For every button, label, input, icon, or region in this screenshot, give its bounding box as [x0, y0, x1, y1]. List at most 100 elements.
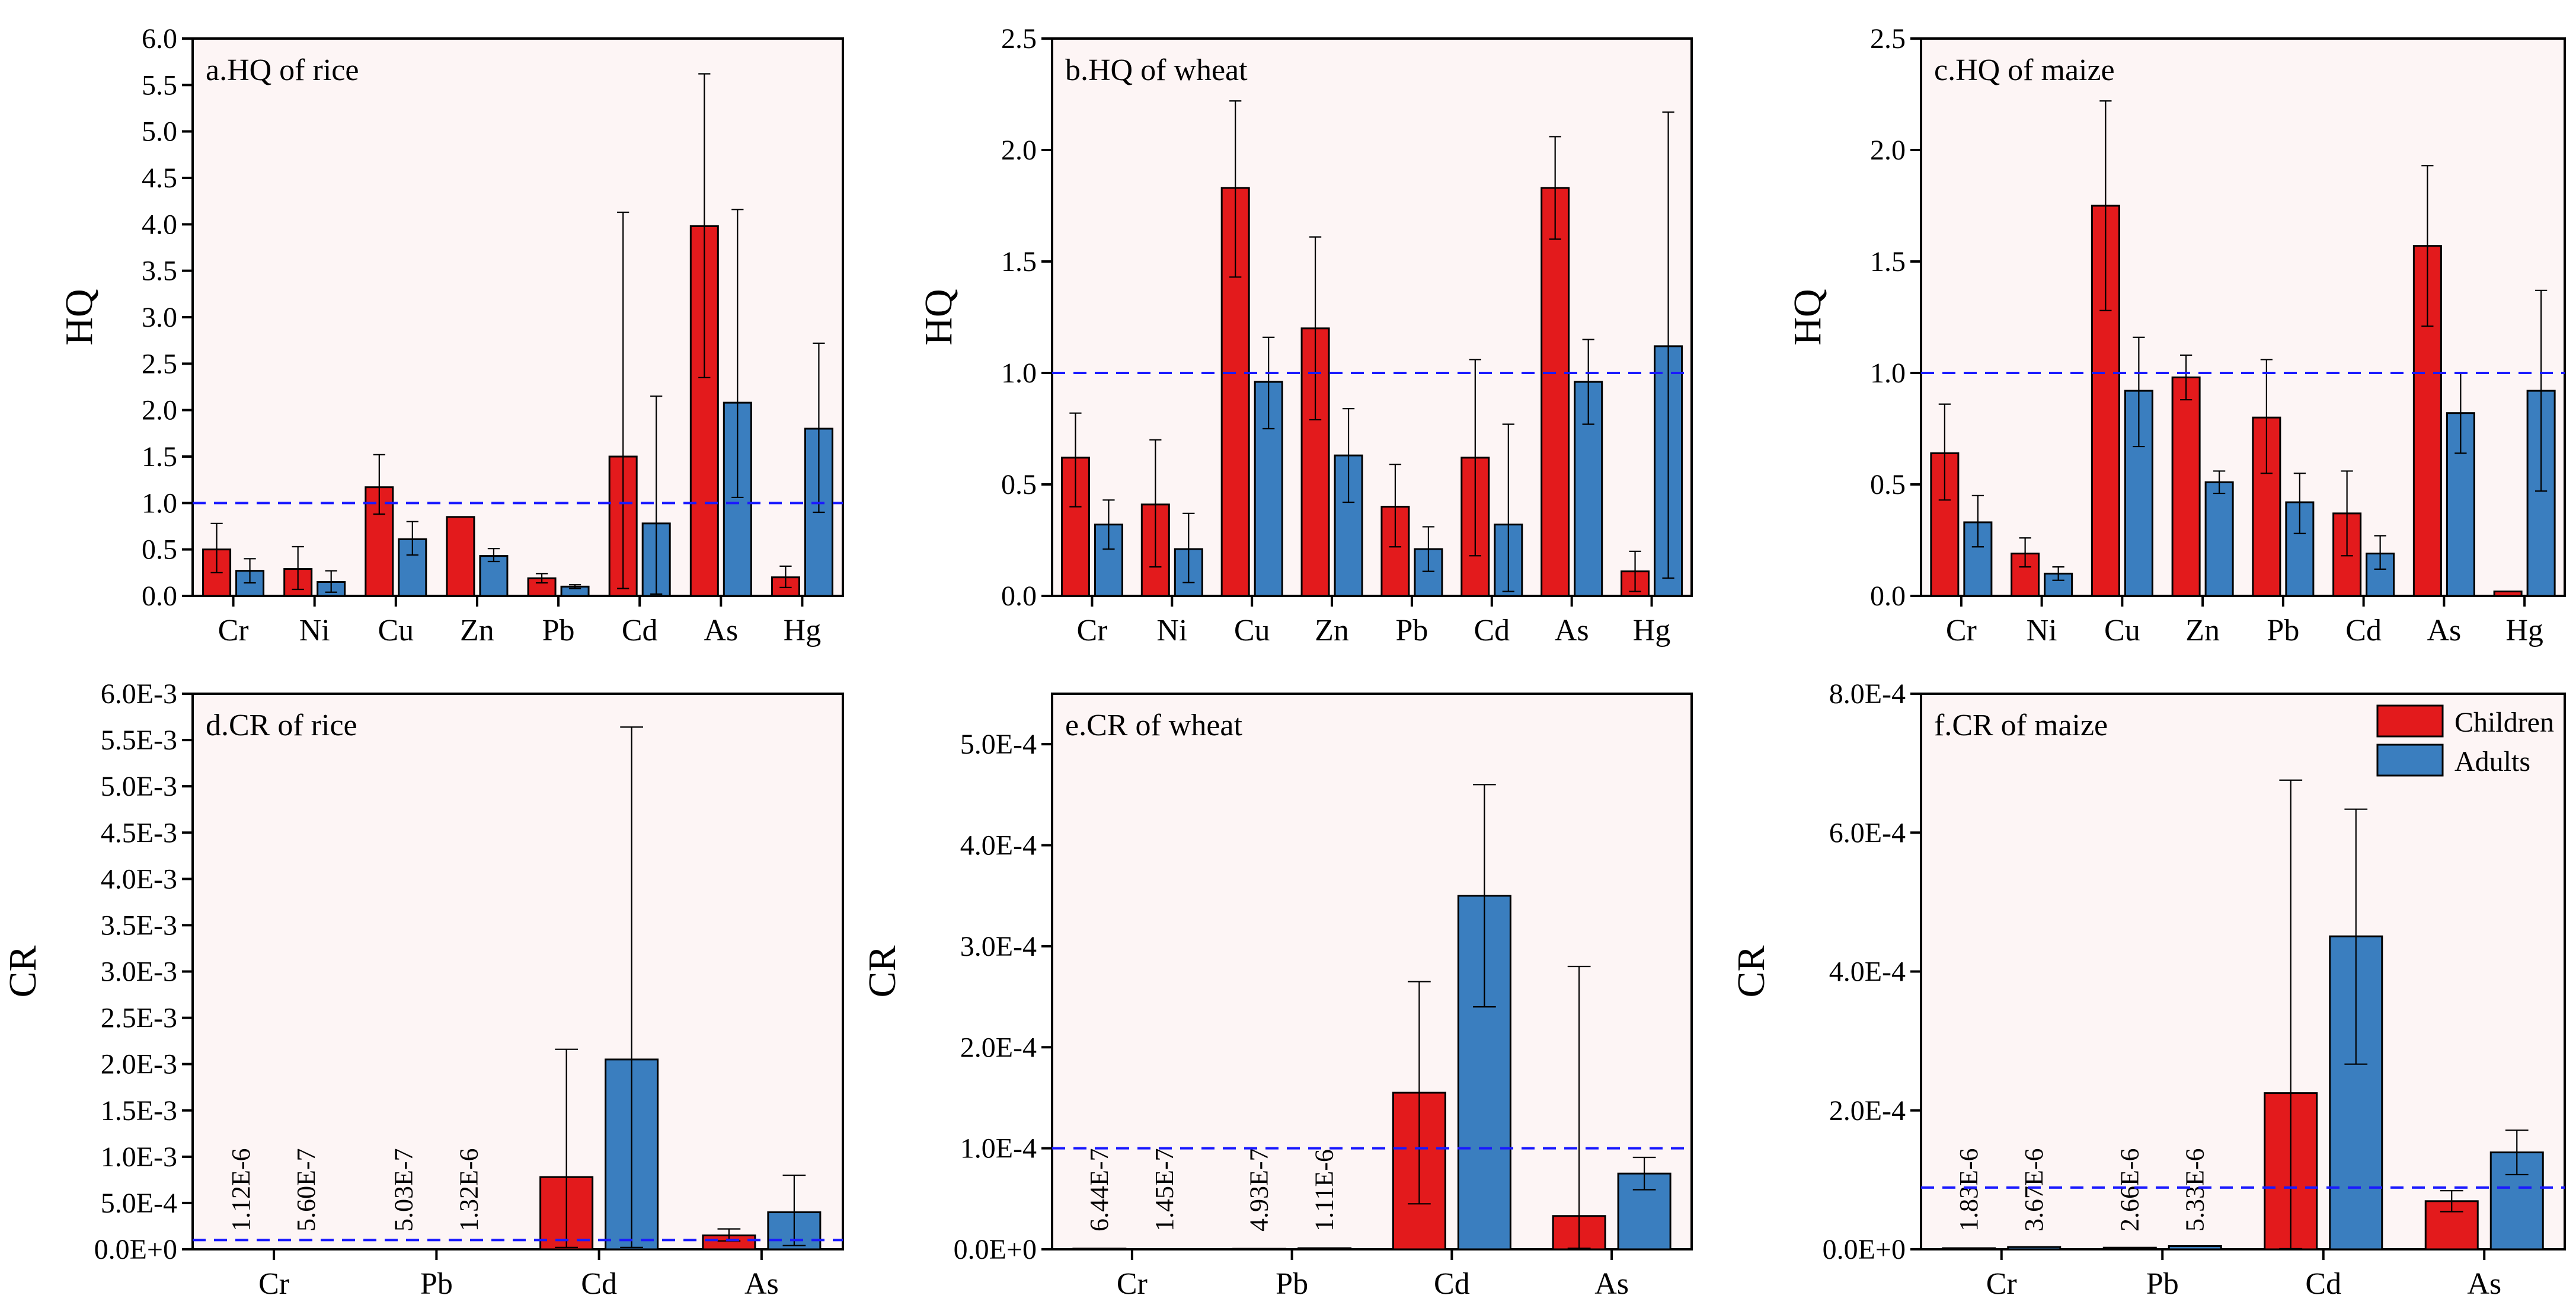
panel-title: a.HQ of rice: [206, 53, 359, 87]
y-tick-label: 4.0E-4: [1829, 956, 1906, 988]
y-tick-label: 0.0E+0: [1823, 1234, 1906, 1265]
y-tick-label: 1.0: [1001, 358, 1037, 389]
y-tick-label: 2.0: [142, 395, 177, 426]
y-tick-label: 1.5: [1870, 246, 1906, 277]
panel-title: c.HQ of maize: [1934, 53, 2115, 87]
bar-children-pb: [2102, 1246, 2157, 1250]
legend-swatch-children: [2376, 704, 2444, 738]
y-axis-label: HQ: [917, 289, 960, 345]
y-tick-label: 4.0E-3: [101, 863, 177, 895]
value-annotation: 1.32E-6: [454, 1148, 483, 1232]
value-annotation: 2.66E-6: [2115, 1148, 2144, 1232]
y-tick-label: 2.0E-4: [1829, 1095, 1906, 1127]
legend-swatch-adults: [2376, 744, 2444, 777]
x-tick-label: Pb: [1395, 614, 1428, 647]
x-tick-label: Cr: [1076, 614, 1107, 647]
y-tick-label: 5.0E-4: [101, 1188, 177, 1219]
chart-panel-c: 0.0 0.5 1.0 1.5 2.0 2.5 HQ c.HQ of maize Cr Ni Cu Z…: [1786, 23, 2566, 647]
x-tick-label: Pb: [1276, 1267, 1308, 1301]
y-tick-label: 4.5E-3: [101, 817, 177, 848]
legend-label-children: Children: [2454, 707, 2554, 738]
y-tick-label: 2.5E-3: [101, 1003, 177, 1034]
y-tick-label: 1.0: [1870, 358, 1906, 389]
x-tick-label: Cr: [218, 614, 249, 647]
bar-adults-pb: [2168, 1245, 2222, 1250]
y-tick-label: 3.0E-3: [101, 956, 177, 988]
y-tick-label: 2.0E-3: [101, 1049, 177, 1080]
y-tick-label: 8.0E-4: [1829, 678, 1906, 710]
y-tick-label: 0.0E+0: [94, 1234, 177, 1265]
value-annotation: 3.67E-6: [2019, 1148, 2048, 1232]
y-tick-label: 0.5: [142, 534, 177, 566]
y-tick-label: 5.0E-4: [960, 729, 1037, 760]
chart-panel-b: 0.0 0.5 1.0 1.5 2.0 2.5 HQ b.HQ of wheat Cr Ni Cu Z…: [917, 23, 1693, 647]
panel-title: f.CR of maize: [1934, 709, 2108, 742]
y-tick-label: 5.0E-3: [101, 771, 177, 802]
y-tick-label: 0.5: [1001, 469, 1037, 500]
x-tick-label: Pb: [2267, 614, 2299, 647]
y-tick-label: 0.0: [1870, 580, 1906, 612]
plot-area: [1051, 693, 1693, 1250]
value-annotation: 1.83E-6: [1954, 1148, 1983, 1232]
y-axis-label: CR: [861, 945, 904, 997]
chart-panel-d: 0.0E+0 5.0E-4 1.0E-3 1.5E-3 2.0E-3 2.5E-3 3.0E…: [1, 678, 844, 1301]
bar-children-zn: [446, 516, 475, 597]
value-annotation: 6.44E-7: [1085, 1148, 1114, 1232]
x-tick-label: Pb: [2146, 1267, 2179, 1301]
x-tick-label: Pb: [542, 614, 575, 647]
x-tick-label: Ni: [1156, 614, 1187, 647]
y-axis-label: HQ: [57, 289, 101, 345]
value-annotation: 4.93E-7: [1245, 1148, 1274, 1232]
bar-children-as: [1541, 187, 1570, 597]
y-tick-label: 2.5: [1870, 23, 1906, 55]
panel-title: d.CR of rice: [206, 709, 357, 742]
value-annotation: 1.11E-6: [1310, 1149, 1339, 1232]
y-tick-label: 0.0: [1001, 580, 1037, 612]
x-tick-label: As: [2427, 614, 2461, 647]
y-tick-label: 5.5E-3: [101, 725, 177, 756]
y-tick-label: 2.0E-4: [960, 1032, 1037, 1063]
y-tick-label: 0.5: [1870, 469, 1906, 500]
x-tick-label: Hg: [2505, 614, 2543, 647]
y-tick-label: 2.0: [1870, 135, 1906, 166]
value-annotation: 5.33E-6: [2180, 1148, 2209, 1232]
y-tick-label: 0.0: [142, 580, 177, 612]
bar-children-cr: [1942, 1247, 1996, 1250]
y-axis-label: CR: [1730, 945, 1773, 997]
plot-area: [1920, 693, 2566, 1250]
y-tick-label: 4.0E-4: [960, 830, 1037, 862]
y-tick-label: 1.0: [142, 487, 177, 519]
x-tick-label: Cd: [581, 1267, 617, 1301]
y-tick-label: 1.5E-3: [101, 1095, 177, 1127]
chart-panel-f: 0.0E+0 2.0E-4 4.0E-4 6.0E-4 8.0E-4 CR f.CR of …: [1730, 678, 2566, 1301]
x-tick-label: As: [1555, 614, 1589, 647]
y-axis-label: CR: [1, 945, 44, 997]
x-tick-label: Cd: [1434, 1267, 1470, 1301]
x-tick-label: Hg: [1633, 614, 1671, 647]
x-tick-label: Cd: [622, 614, 658, 647]
y-tick-label: 1.5: [142, 441, 177, 473]
bar-adults-zn: [1334, 454, 1363, 597]
value-annotation: 5.03E-7: [389, 1148, 418, 1232]
x-tick-label: Cr: [1117, 1267, 1148, 1301]
y-tick-label: 1.0E-4: [960, 1133, 1037, 1165]
x-tick-label: Pb: [420, 1267, 453, 1301]
y-tick-label: 5.0: [142, 116, 177, 148]
x-tick-label: Zn: [2185, 614, 2220, 647]
chart-panel-e: 0.0E+0 1.0E-4 2.0E-4 3.0E-4 4.0E-4 5.0E-4 CR e.…: [861, 693, 1693, 1301]
x-tick-label: Cd: [2305, 1267, 2341, 1301]
y-tick-label: 4.5: [142, 162, 177, 194]
y-tick-label: 5.5: [142, 69, 177, 101]
bar-children-zn: [2171, 377, 2201, 597]
bar-adults-zn: [2204, 481, 2234, 597]
y-tick-label: 6.0: [142, 23, 177, 55]
x-tick-label: As: [704, 614, 738, 647]
y-tick-label: 4.0: [142, 209, 177, 240]
y-tick-label: 1.0E-3: [101, 1141, 177, 1173]
x-tick-label: Cr: [1986, 1267, 2017, 1301]
bar-adults-pb: [1297, 1247, 1352, 1250]
x-tick-label: Cu: [378, 614, 414, 647]
x-tick-label: Cr: [1946, 614, 1977, 647]
bar-adults-pb: [1414, 548, 1443, 597]
